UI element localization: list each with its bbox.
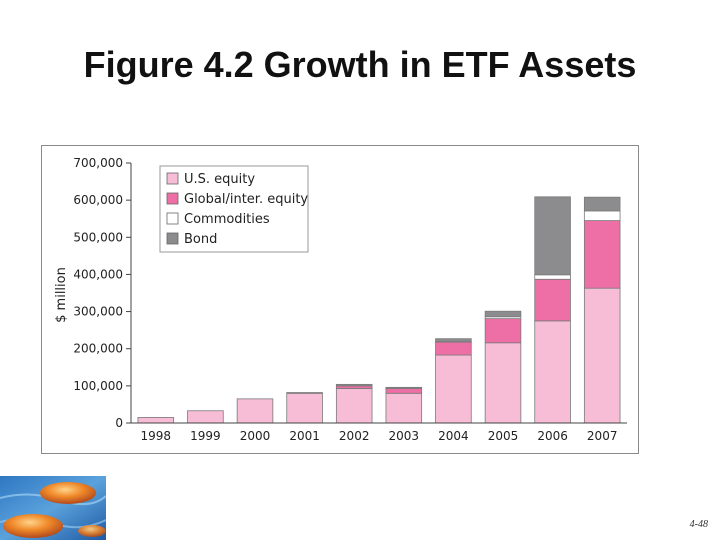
stacked-bars	[137, 196, 621, 424]
y-axis: 0 100,000 200,000 300,000 400,000 500,000 600,…	[73, 156, 132, 430]
legend-swatch	[166, 172, 179, 185]
bar-segment	[286, 392, 323, 394]
x-axis: 1998 1999 2000 2001 2002 2003 2004 2005 2006 2007	[131, 422, 627, 443]
stones-in-water-image	[0, 476, 106, 540]
bar-segment	[385, 388, 423, 394]
bar-segment	[583, 287, 621, 424]
x-tick-label: 1999	[190, 429, 221, 443]
legend-label: Commodities	[184, 212, 270, 227]
x-tick-label: 2003	[389, 429, 420, 443]
bar-segment	[583, 210, 621, 221]
bar-segment	[484, 310, 522, 318]
page-number: 4-48	[689, 519, 708, 530]
y-tick-label: 700,000	[73, 156, 123, 170]
bar-segment	[435, 354, 472, 424]
bar-segment	[385, 392, 423, 424]
legend-label: U.S. equity	[184, 172, 255, 187]
bar-segment	[335, 388, 373, 424]
bar-segment	[286, 392, 323, 424]
bar-segment	[484, 318, 522, 344]
bar-segment	[534, 274, 571, 280]
bar-segment	[385, 386, 423, 389]
legend-label: Bond	[184, 232, 217, 247]
bar-segment	[435, 341, 472, 356]
bar-segment	[534, 278, 571, 322]
bar-segment	[583, 196, 621, 212]
bar-segment	[236, 398, 274, 424]
y-axis-label: $ million	[54, 267, 69, 323]
x-tick-label: 2001	[289, 429, 320, 443]
y-tick-label: 200,000	[73, 342, 123, 356]
bar-segment	[534, 196, 571, 276]
y-tick-label: 400,000	[73, 267, 123, 281]
chart-frame: 0 100,000 200,000 300,000 400,000 500,000 600,…	[41, 145, 639, 454]
x-tick-label: 2006	[537, 429, 568, 443]
y-tick-label: 500,000	[73, 230, 123, 244]
y-tick-label: 0	[115, 416, 123, 430]
legend-label: Global/inter. equity	[184, 192, 308, 207]
legend-swatch	[166, 212, 179, 225]
x-tick-label: 1998	[141, 429, 172, 443]
legend-box	[159, 165, 309, 253]
x-tick-label: 2002	[339, 429, 370, 443]
x-tick-label: 2000	[240, 429, 271, 443]
x-tick-label: 2005	[488, 429, 519, 443]
y-tick-label: 300,000	[73, 305, 123, 319]
legend: U.S. equity Global/inter. equity Commoditi…	[159, 165, 309, 253]
legend-swatch	[166, 192, 179, 205]
slide-title: Figure 4.2 Growth in ETF Assets	[83, 44, 637, 85]
bar-segment	[187, 410, 224, 424]
x-tick-label: 2007	[587, 429, 618, 443]
bar-segment	[435, 338, 472, 343]
legend-swatch	[166, 232, 179, 245]
bar-segment	[137, 417, 175, 424]
bar-segment	[484, 342, 522, 424]
y-tick-label: 600,000	[73, 193, 123, 207]
bar-segment	[335, 383, 373, 387]
x-tick-label: 2004	[438, 429, 469, 443]
bar-segment	[534, 320, 571, 424]
bar-segment	[583, 220, 621, 289]
y-tick-label: 100,000	[73, 379, 123, 393]
etf-assets-chart: 0 100,000 200,000 300,000 400,000 500,000 600,…	[54, 156, 627, 443]
